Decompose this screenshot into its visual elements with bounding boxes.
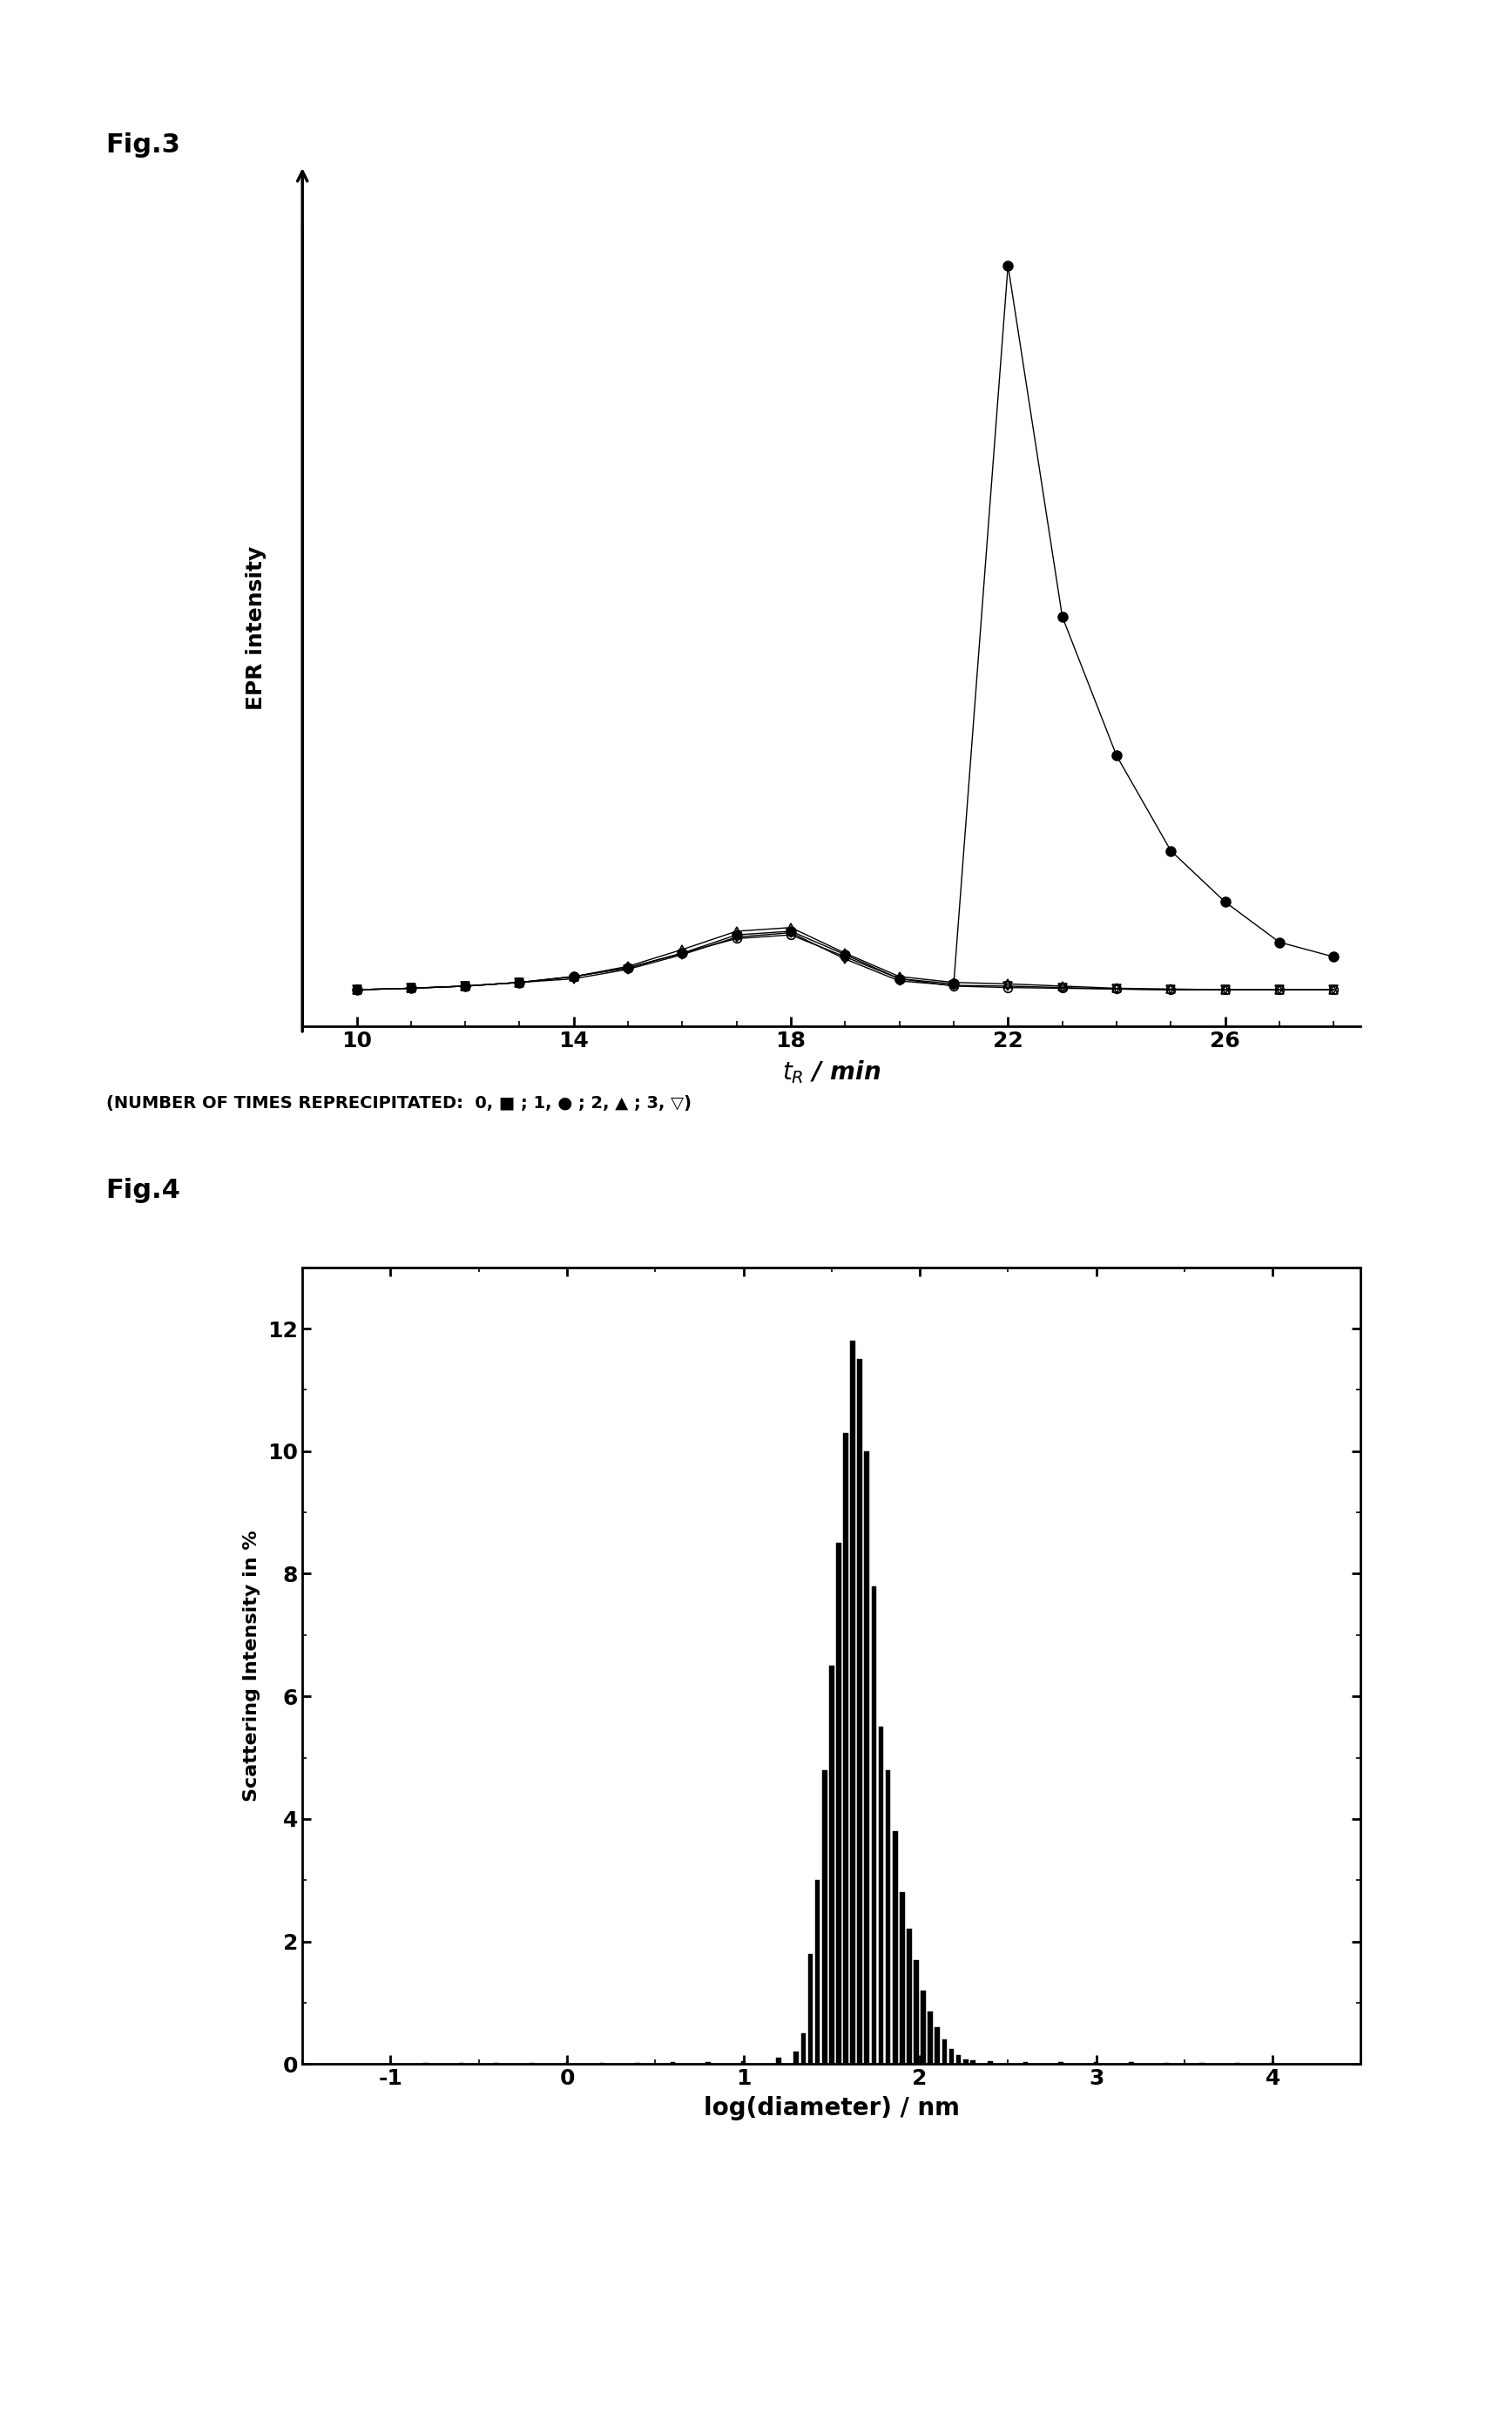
Y-axis label: EPR intensity: EPR intensity	[245, 546, 266, 710]
Bar	[801, 2033, 806, 2064]
Bar	[794, 2052, 798, 2064]
Bar	[886, 1769, 891, 2064]
X-axis label: log(diameter) / nm: log(diameter) / nm	[703, 2095, 960, 2122]
Bar	[928, 2011, 933, 2064]
Bar	[971, 2059, 975, 2064]
Y-axis label: Scattering Intensity in %: Scattering Intensity in %	[243, 1530, 260, 1801]
Bar	[741, 2062, 745, 2064]
Bar	[950, 2049, 954, 2064]
Bar	[963, 2059, 968, 2064]
Bar	[776, 2057, 782, 2064]
X-axis label: $t_R$ / min: $t_R$ / min	[782, 1057, 881, 1086]
Bar	[942, 2040, 947, 2064]
Bar	[987, 2062, 993, 2064]
Bar	[823, 1769, 827, 2064]
Bar	[857, 1359, 862, 2064]
Text: Fig.3: Fig.3	[106, 133, 180, 157]
Bar	[892, 1832, 898, 2064]
Bar	[878, 1726, 883, 2064]
Bar	[807, 1953, 813, 2064]
Bar	[913, 1960, 919, 2064]
Bar	[934, 2028, 940, 2064]
Bar	[956, 2054, 962, 2064]
Text: Fig.4: Fig.4	[106, 1178, 180, 1202]
Bar	[829, 1666, 835, 2064]
Bar	[907, 1929, 912, 2064]
Bar	[844, 1434, 848, 2064]
Bar	[900, 1893, 904, 2064]
Text: (NUMBER OF TIMES REPRECIPITATED:  0, ■ ; 1, ● ; 2, ▲ ; 3, ▽): (NUMBER OF TIMES REPRECIPITATED: 0, ■ ; …	[106, 1096, 691, 1110]
Bar	[865, 1451, 869, 2064]
Bar	[871, 1586, 877, 2064]
Bar	[921, 1992, 925, 2064]
Bar	[850, 1340, 856, 2064]
Bar	[815, 1881, 820, 2064]
Bar	[836, 1543, 841, 2064]
